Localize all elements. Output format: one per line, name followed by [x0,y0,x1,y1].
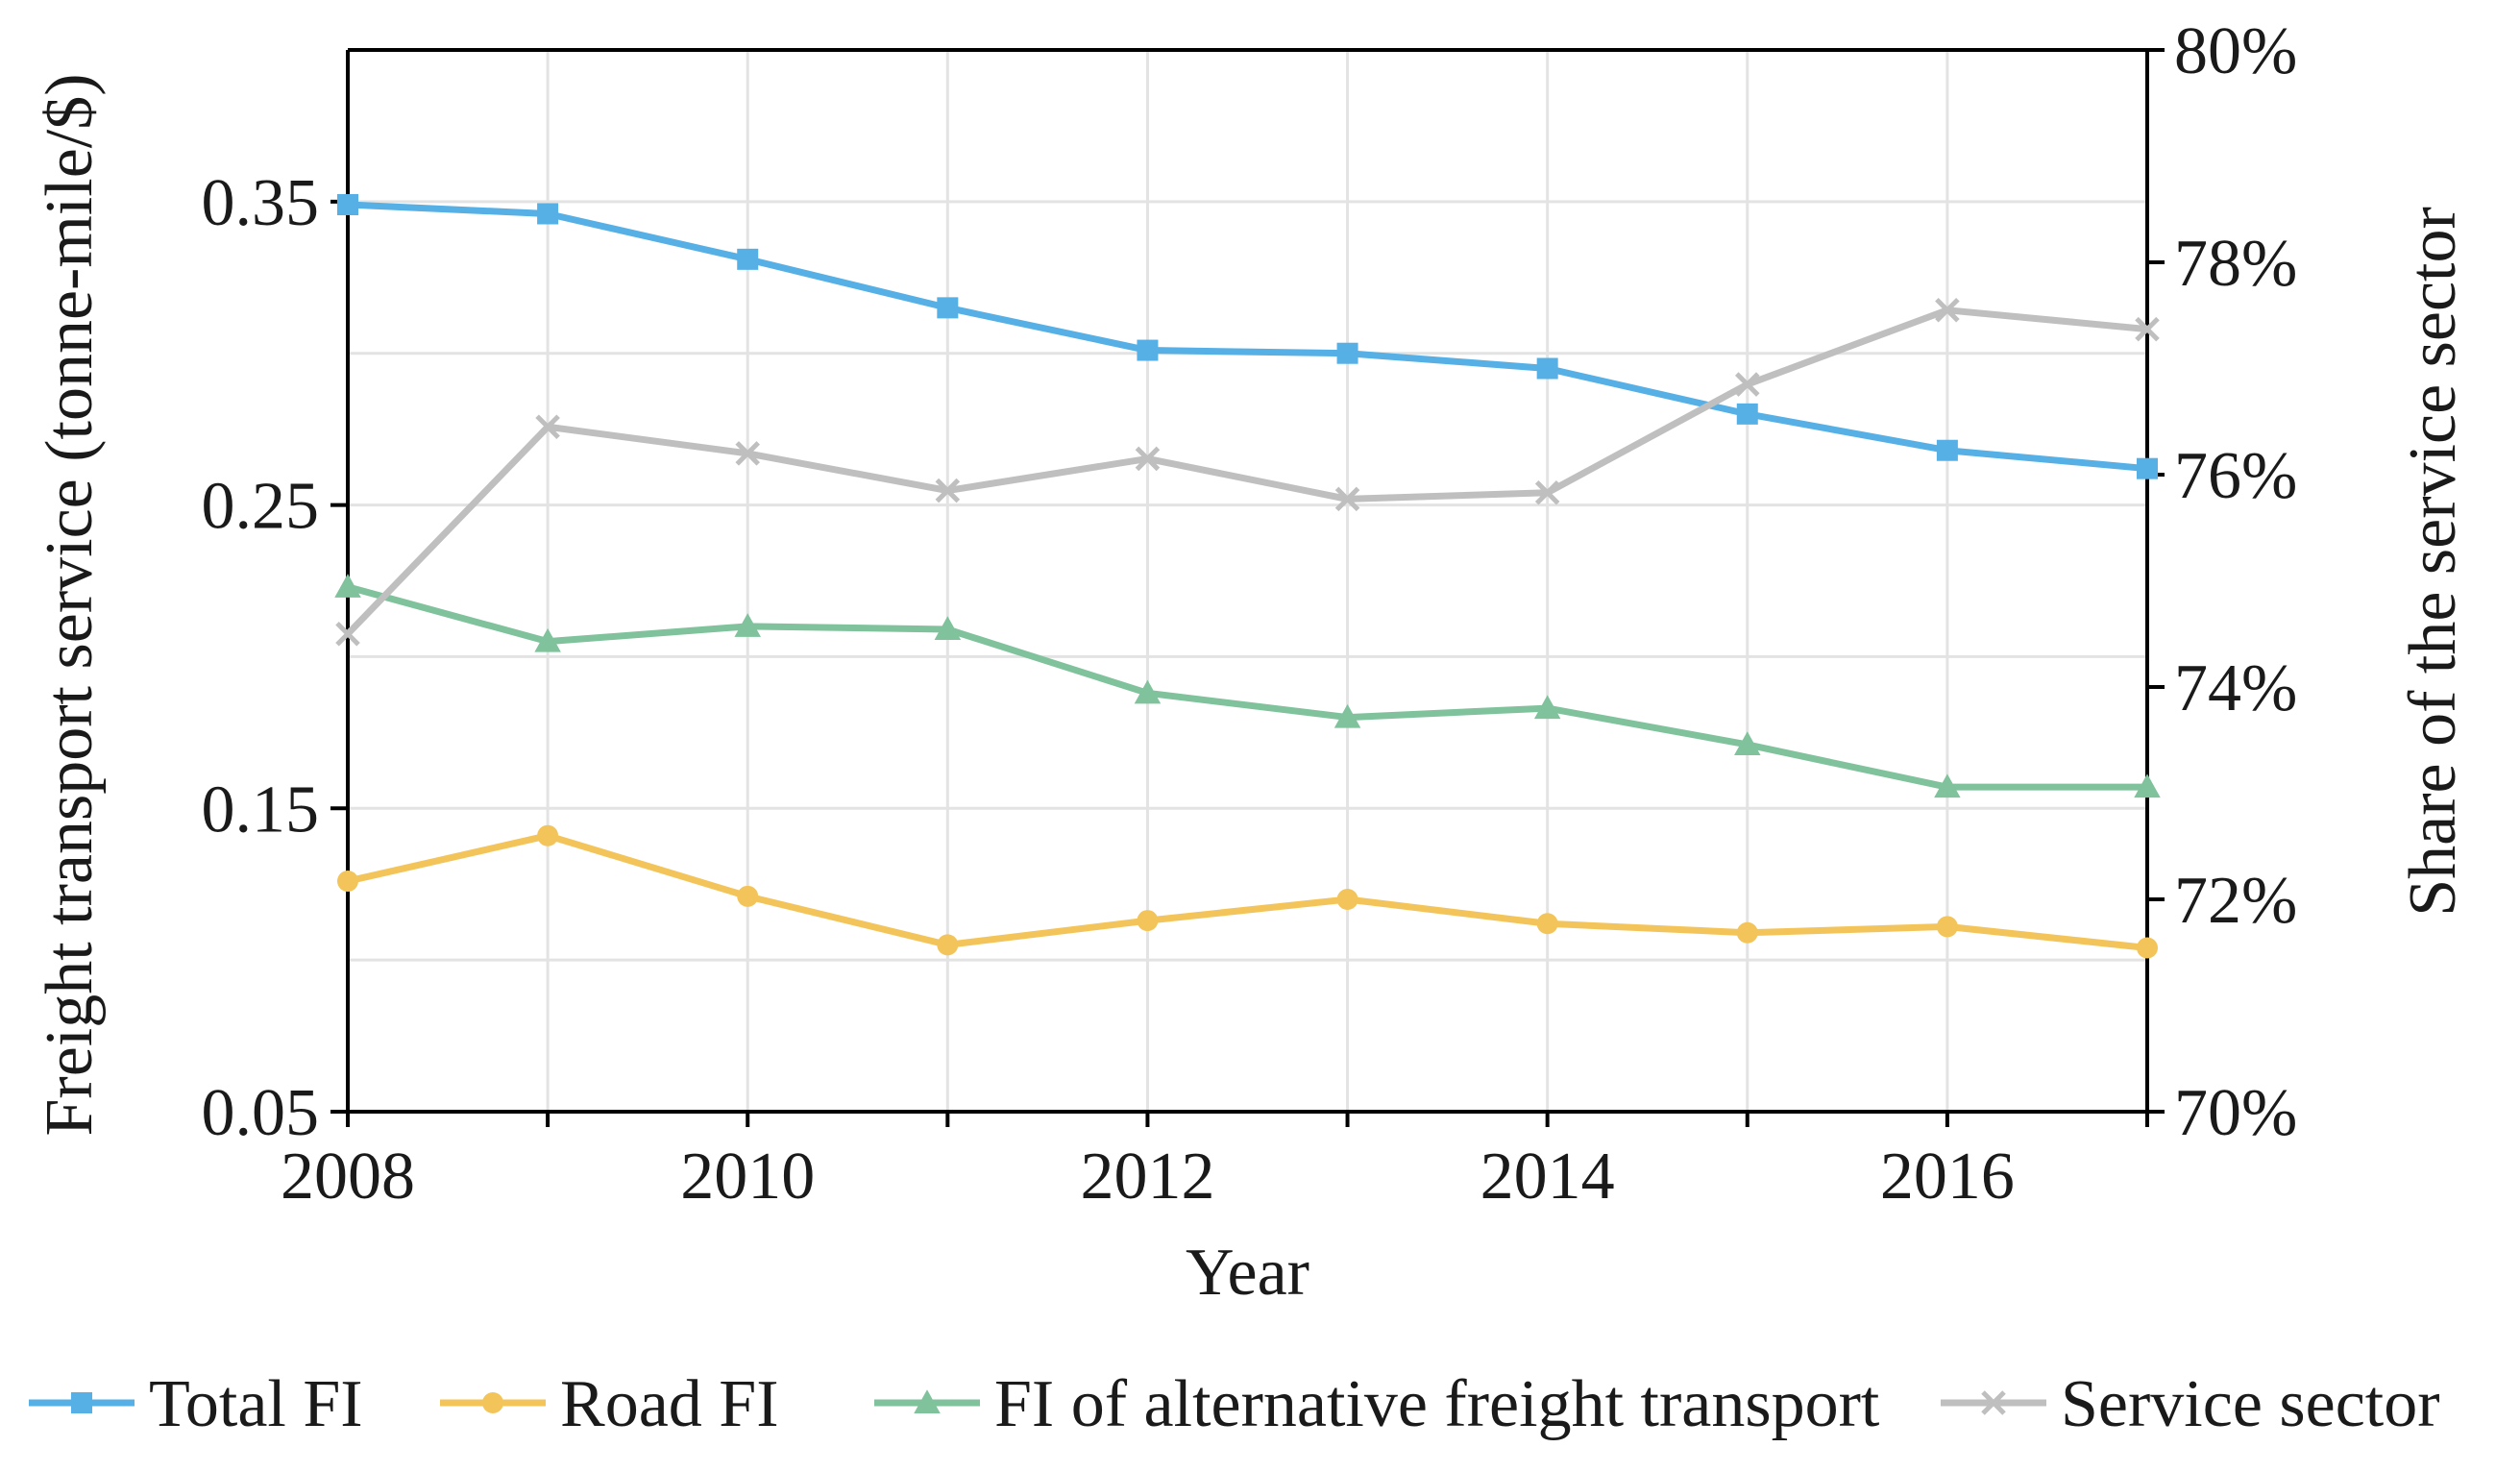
data-point [1935,297,1960,323]
data-point [1534,480,1560,505]
legend-label: Service sector [2061,1367,2440,1441]
series-line [344,307,2151,638]
x-marker-stroke [1935,297,1960,323]
gridlines [348,48,2149,1112]
series-lines [334,194,2161,959]
data-point [1536,357,1558,380]
x-marker-stroke [735,441,760,466]
data-point [1936,439,1958,461]
data-point [1137,910,1159,932]
x-tick-label: 2010 [680,1140,815,1214]
data-point [535,414,560,440]
series-line [344,832,2151,952]
x-tick-label: 2016 [1880,1140,2015,1214]
y2-tick-label: 76% [2174,439,2297,513]
x-tick-label: 2012 [1080,1140,1214,1214]
data-point [734,613,761,637]
series-total-fi [337,194,2158,479]
legend-swatch-marker [914,1389,941,1413]
data-point [537,203,559,225]
x-tick-label: 2014 [1480,1140,1615,1214]
data-point [1336,889,1358,910]
x-marker-stroke [335,621,360,647]
data-point [1934,773,1961,798]
data-point [1135,446,1161,472]
series-fi-of-alternative-freight-transport [334,574,2161,798]
legend-item: FI of alternative freight transport [874,1367,1880,1441]
data-point [1734,731,1761,755]
data-point [1333,703,1361,728]
data-point [2135,316,2160,342]
data-point [337,871,358,893]
y-tick-label: 0.15 [202,773,320,846]
x-axis-title: Year [1186,1236,1309,1310]
legend-swatch-marker [71,1392,92,1413]
data-point [937,934,959,956]
data-point [1735,372,1760,397]
y-axis-title: Freight transport service (tonne-mile/$) [33,73,107,1136]
data-point [1736,403,1758,425]
legend: Total FI Road FI FI of alternative freight… [29,1367,2440,1441]
data-point [1334,486,1360,512]
legend-label: Total FI [149,1367,363,1441]
y2-tick-label: 74% [2174,651,2297,725]
legend-swatch-marker [1981,1390,2006,1415]
x-marker-stroke [1334,486,1360,512]
data-point [1336,342,1358,364]
series-line [344,201,2151,473]
data-point [1536,913,1558,935]
data-point [735,441,760,466]
legend-item: Service sector [1941,1367,2440,1441]
y2-axis-title: Share of the service sector [2396,207,2470,917]
data-point [2134,773,2161,798]
data-point [1736,921,1758,944]
legend-swatch-marker [482,1392,503,1413]
data-point [1137,339,1159,361]
y2-tick-label: 80% [2174,14,2297,88]
data-point [737,885,759,907]
data-point [335,621,360,647]
data-point [937,297,959,319]
legend-label: Road FI [560,1367,779,1441]
y-tick-label: 0.35 [202,166,320,240]
data-point [2137,457,2158,479]
x-marker-stroke [1735,372,1760,397]
x-marker-stroke [1534,480,1560,505]
data-point [1134,679,1162,704]
y2-tick-label: 72% [2174,864,2297,938]
data-point [337,194,358,216]
data-point [334,574,361,598]
data-point [935,478,961,503]
data-point [2137,937,2158,959]
series-service-sector [335,297,2160,647]
x-marker-stroke [935,478,961,503]
axes: 0.05 0.15 0.25 0.35 70% 72% 74% 76% 78% 80% 2008 20… [202,14,2298,1214]
x-tick-label: 2008 [281,1140,415,1214]
x-marker-stroke [2135,316,2160,342]
legend-label: FI of alternative freight transport [994,1367,1880,1441]
legend-item: Road FI [440,1367,779,1441]
series-line [344,583,2151,791]
data-point [934,616,962,641]
data-point [1533,695,1561,720]
x-marker-stroke [535,414,560,440]
data-point [737,248,759,270]
x-marker-stroke [1981,1390,2006,1415]
data-point [537,824,559,846]
series-road-fi [337,824,2158,959]
axis-labels: Year Freight transport service (tonne-mi… [33,73,2470,1310]
y-tick-label: 0.25 [202,470,320,544]
y2-tick-label: 78% [2174,227,2297,301]
y-tick-label: 0.05 [202,1076,320,1150]
data-point [534,627,561,652]
legend-item: Total FI [29,1367,363,1441]
data-point [1936,916,1958,938]
y2-tick-label: 70% [2174,1076,2297,1150]
x-marker-stroke [1135,446,1161,472]
